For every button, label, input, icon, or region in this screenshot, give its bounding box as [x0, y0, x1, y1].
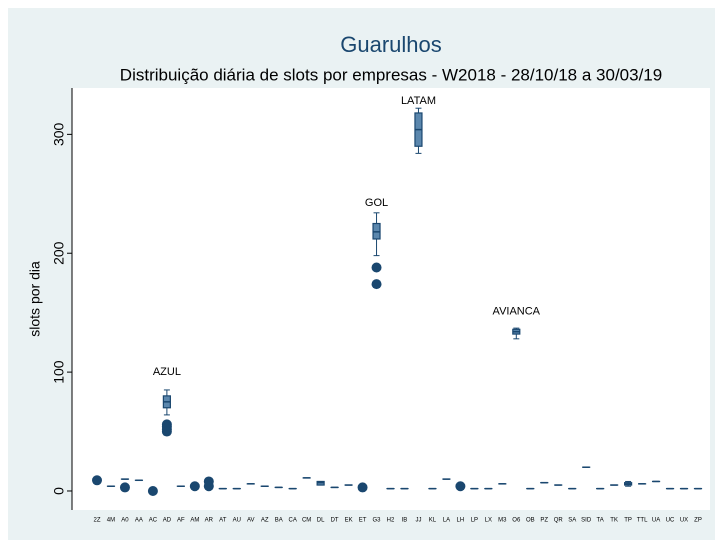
x-tick-label: AU	[233, 518, 241, 524]
x-tick-label: JJ	[415, 518, 421, 524]
x-tick-label: M3	[498, 518, 507, 524]
x-tick-label: AZ	[261, 518, 269, 524]
x-tick-label: DL	[317, 518, 325, 524]
chart-subtitle: Distribuição diária de slots por empresa…	[120, 65, 662, 84]
outlier	[204, 481, 214, 491]
x-tick-label: AR	[205, 518, 214, 524]
annotation: AZUL	[153, 366, 181, 378]
y-tick-label: 200	[51, 241, 67, 265]
x-tick-label: 2Z	[93, 518, 100, 524]
x-tick-label: KL	[429, 518, 437, 524]
outlier	[190, 481, 200, 491]
x-tick-label: ET	[359, 518, 367, 524]
x-tick-label: UX	[680, 518, 688, 524]
x-tick-label: AC	[149, 518, 158, 524]
x-tick-label: LA	[443, 518, 450, 524]
x-tick-label: EK	[345, 518, 353, 524]
x-tick-label: G3	[373, 518, 382, 524]
x-tick-label: ZP	[694, 518, 702, 524]
x-tick-label: UC	[666, 518, 675, 524]
y-tick-label: 100	[51, 360, 67, 384]
annotation: GOL	[365, 197, 388, 209]
x-tick-label: SID	[581, 518, 592, 524]
x-tick-label: CA	[289, 518, 297, 524]
x-tick-label: H2	[387, 518, 395, 524]
outlier	[358, 482, 368, 492]
chart-title: Guarulhos	[340, 32, 442, 57]
x-tick-label: UA	[652, 518, 660, 524]
x-tick-label: OB	[526, 518, 535, 524]
x-tick-label: A0	[121, 518, 129, 524]
x-tick-label: O6	[512, 518, 521, 524]
outlier	[372, 262, 382, 272]
x-tick-label: DT	[331, 518, 339, 524]
outlier	[92, 475, 102, 485]
x-tick-label: TA	[597, 518, 604, 524]
x-tick-label: AV	[247, 518, 255, 524]
x-tick-label: TP	[624, 518, 632, 524]
x-tick-label: QR	[554, 518, 564, 524]
x-tick-label: CM	[302, 518, 311, 524]
outlier	[148, 486, 158, 496]
x-tick-label: LH	[457, 518, 465, 524]
y-tick-label: 0	[51, 487, 67, 495]
x-tick-label: PZ	[540, 518, 548, 524]
x-tick-label: IB	[402, 518, 408, 524]
x-tick-label: LX	[485, 518, 492, 524]
x-tick-label: 4M	[107, 518, 115, 524]
annotation: AVIANCA	[493, 305, 541, 317]
x-tick-label: SA	[568, 518, 576, 524]
outlier	[372, 279, 382, 289]
x-tick-label: TK	[610, 518, 618, 524]
x-tick-label: AM	[190, 518, 199, 524]
y-tick-label: 300	[51, 122, 67, 146]
plot-area	[72, 88, 710, 510]
x-tick-label: LP	[471, 518, 478, 524]
x-tick-label: AA	[135, 518, 143, 524]
x-tick-label: AT	[219, 518, 227, 524]
x-tick-label: TTL	[637, 518, 648, 524]
x-tick-label: AD	[163, 518, 172, 524]
outlier	[162, 427, 172, 437]
x-tick-label: AF	[177, 518, 185, 524]
outlier	[455, 481, 465, 491]
outlier	[120, 482, 130, 492]
annotation: LATAM	[401, 95, 436, 107]
y-axis-label: slots por dia	[27, 261, 43, 337]
x-tick-label: BA	[275, 518, 283, 524]
